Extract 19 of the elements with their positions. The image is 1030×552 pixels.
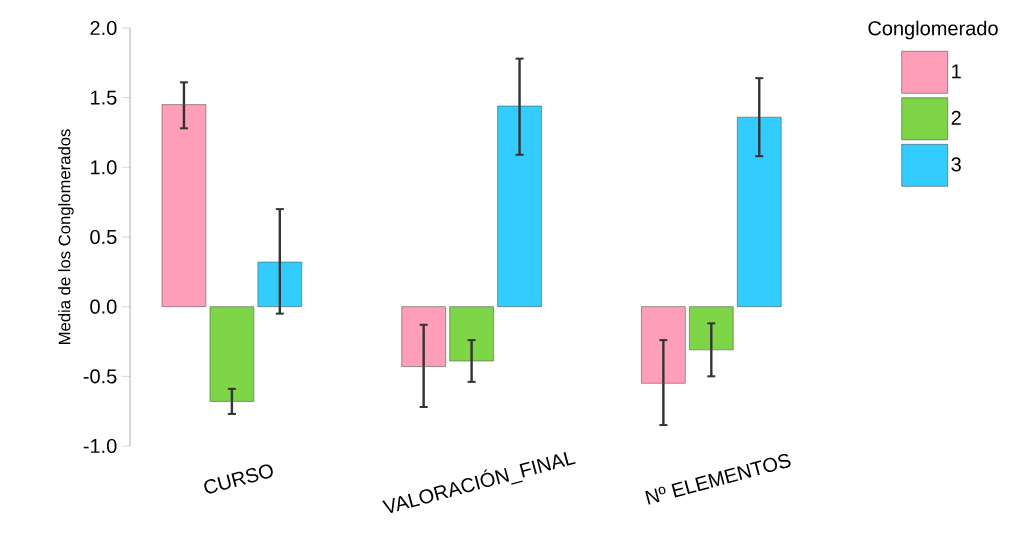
bar (449, 306, 494, 362)
y-tick-label: -0.5 (83, 369, 117, 384)
legend-label: 3 (951, 157, 961, 172)
y-tick-label: 1.0 (91, 160, 117, 175)
bar (209, 306, 255, 402)
y-tick-label: 0.5 (90, 229, 117, 245)
bar (497, 105, 542, 307)
legend-label: 2 (951, 110, 961, 125)
legend-label: 1 (952, 64, 961, 79)
legend-title: Conglomerado (868, 20, 998, 40)
bar (161, 104, 207, 307)
bar (257, 261, 303, 307)
x-tick-label: CURSO (204, 464, 273, 494)
y-tick-label: -1.0 (83, 438, 117, 454)
bar (737, 116, 782, 307)
y-axis-title: Media de los Conglomerados (58, 129, 74, 345)
y-tick-label: 2.0 (90, 20, 117, 36)
y-tick-label: 1.5 (91, 90, 117, 105)
y-tick-label: 0.0 (90, 299, 117, 314)
